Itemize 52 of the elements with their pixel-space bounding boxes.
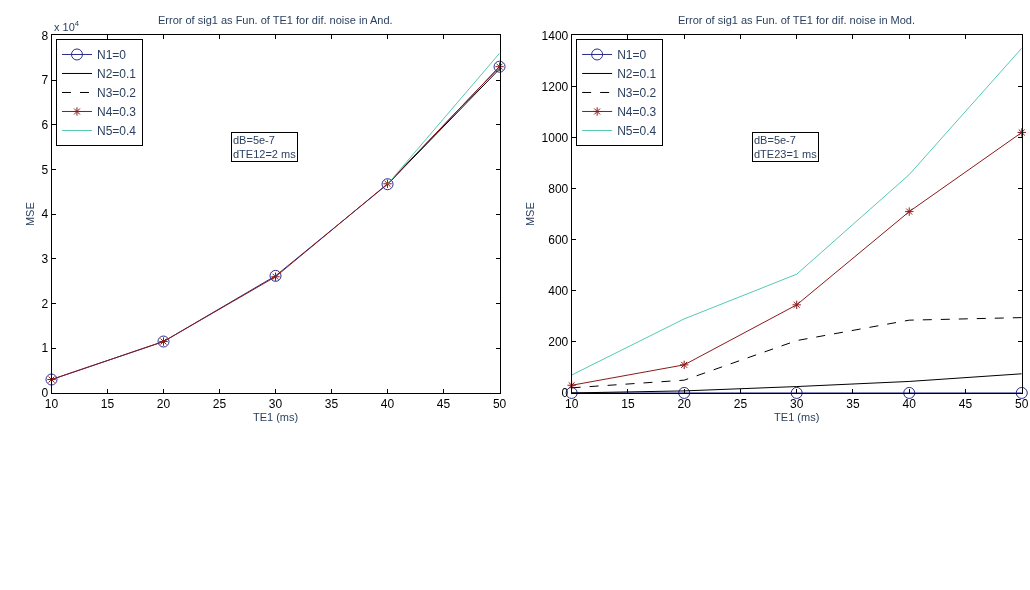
y-tick-label: 1200 bbox=[541, 79, 569, 94]
legend-label: N5=0.4 bbox=[617, 124, 657, 139]
y-tick-label: 1400 bbox=[541, 28, 569, 43]
y-axis-title: MSE bbox=[24, 202, 37, 227]
x-tick-label: 45 bbox=[958, 397, 973, 412]
legend-label: N4=0.3 bbox=[96, 105, 137, 120]
x-tick-label: 40 bbox=[902, 397, 917, 412]
y-tick-label: 600 bbox=[548, 232, 569, 247]
legend-label: N2=0.1 bbox=[96, 67, 137, 82]
y-tick-label: 7 bbox=[41, 73, 49, 88]
legend-label: N1=0 bbox=[617, 48, 647, 63]
x-tick-label: 10 bbox=[44, 397, 59, 412]
x-tick-label: 20 bbox=[156, 397, 171, 412]
legend-label: N2=0.1 bbox=[617, 67, 657, 82]
y-tick-label: 200 bbox=[548, 335, 569, 350]
y-tick-label: 2 bbox=[41, 296, 49, 311]
x-tick-label: 15 bbox=[621, 397, 635, 412]
annotation: dB=5e-7 dTE12=2 ms bbox=[233, 134, 297, 161]
annotation: dB=5e-7 dTE23=1 ms bbox=[754, 134, 818, 161]
x-tick-label: 25 bbox=[733, 397, 748, 412]
y-tick-label: 1000 bbox=[541, 130, 569, 145]
x-tick-label: 10 bbox=[564, 397, 579, 412]
y-tick-label: 8 bbox=[41, 28, 49, 43]
legend-label: N3=0.2 bbox=[617, 86, 657, 101]
y-tick-label: 800 bbox=[548, 181, 569, 196]
y-axis-title: MSE bbox=[524, 202, 537, 227]
x-tick-label: 20 bbox=[677, 397, 692, 412]
x-tick-label: 35 bbox=[846, 397, 860, 412]
legend-label: N3=0.2 bbox=[96, 86, 137, 101]
y-tick-label: 3 bbox=[41, 252, 49, 267]
chart-title: Error of sig1 as Fun. of TE1 for dif. noise in And. bbox=[158, 14, 393, 26]
y-tick-label: 400 bbox=[548, 283, 569, 298]
y-tick-label: 4 bbox=[41, 207, 49, 222]
x-tick-label: 45 bbox=[436, 397, 451, 412]
legend-label: N1=0 bbox=[96, 48, 127, 63]
x-tick-label: 30 bbox=[268, 397, 283, 412]
text: x 10$^{4}$ bbox=[54, 19, 80, 33]
y-tick-label: 1 bbox=[41, 341, 49, 356]
legend-label: N4=0.3 bbox=[617, 105, 657, 120]
x-axis-title: TE1 (ms) bbox=[252, 411, 299, 424]
x-tick-label: 15 bbox=[100, 397, 115, 412]
chart-title: Error of sig1 as Fun. of TE1 for dif. noise in Mod. bbox=[678, 14, 916, 26]
x-tick-label: 50 bbox=[1015, 397, 1029, 412]
x-tick-label: 35 bbox=[324, 397, 339, 412]
x-tick-label: 30 bbox=[790, 397, 804, 412]
legend-label: N5=0.4 bbox=[96, 124, 137, 139]
y-tick-label: 6 bbox=[41, 117, 49, 132]
x-tick-label: 25 bbox=[212, 397, 227, 412]
x-tick-label: 50 bbox=[492, 397, 507, 412]
x-axis-title: TE1 (ms) bbox=[774, 411, 820, 424]
y-tick-label: 5 bbox=[41, 162, 49, 177]
x-tick-label: 40 bbox=[380, 397, 395, 412]
